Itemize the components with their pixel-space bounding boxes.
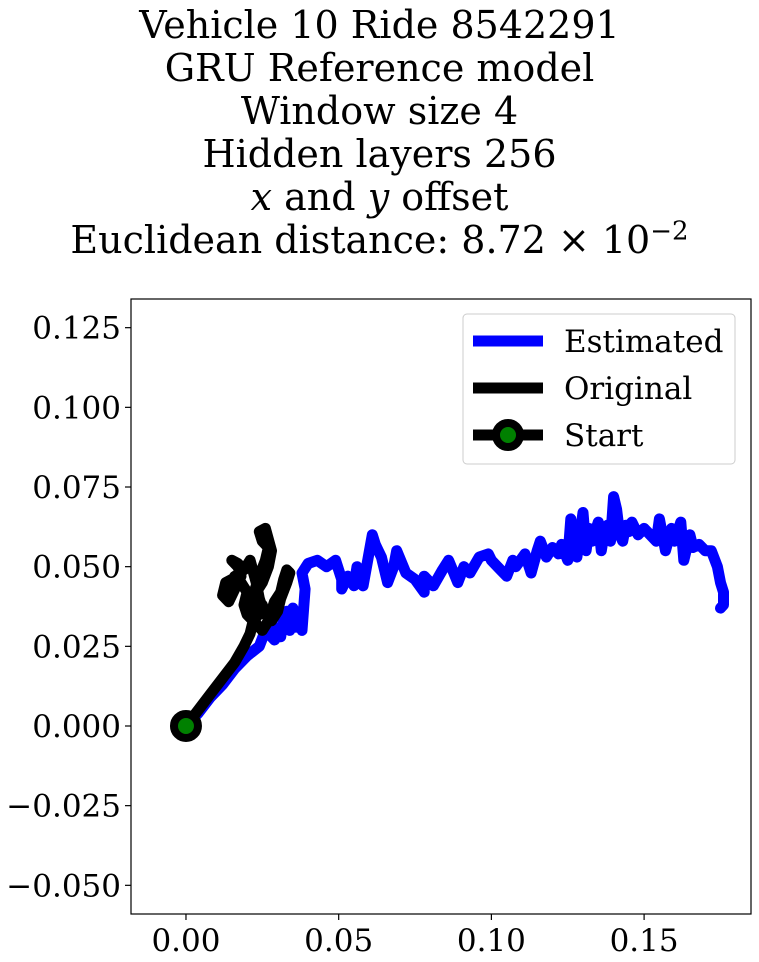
series-line-estimated bbox=[180, 491, 729, 732]
legend-label-start: Start bbox=[564, 418, 644, 454]
title-line-1: Vehicle 10 Ride 8542291 bbox=[139, 3, 620, 47]
title-x-var: x bbox=[250, 175, 273, 219]
series-line-original bbox=[180, 522, 296, 732]
x-tick-label: 0.00 bbox=[151, 923, 220, 959]
title-line-3: Window size 4 bbox=[240, 89, 519, 133]
y-tick-label: 0.100 bbox=[32, 390, 121, 426]
title-exponent: −2 bbox=[650, 216, 689, 247]
x-tick-label: 0.15 bbox=[610, 923, 679, 959]
title-offset: offset bbox=[389, 175, 509, 219]
title-line-5: x and y offset bbox=[0, 176, 759, 219]
title-and: and bbox=[272, 175, 368, 219]
chart-title: Vehicle 10 Ride 8542291 GRU Reference mo… bbox=[0, 4, 759, 262]
y-tick-label: 0.000 bbox=[32, 709, 121, 745]
y-tick-label: 0.025 bbox=[32, 629, 121, 665]
legend-label-estimated: Estimated bbox=[564, 324, 723, 360]
title-y-var: y bbox=[367, 175, 390, 219]
plot-frame bbox=[130, 298, 752, 915]
start-marker bbox=[169, 709, 202, 742]
title-distance: Euclidean distance: 8.72 × 10 bbox=[70, 218, 651, 262]
title-line-2: GRU Reference model bbox=[164, 46, 595, 90]
title-line-6: Euclidean distance: 8.72 × 10−2 bbox=[0, 216, 759, 262]
plot-lines bbox=[169, 491, 729, 742]
axis-ticks: 0.00 0.05 0.10 0.15 −0.050 −0.025 0.000 0.025 0.… bbox=[6, 311, 678, 959]
y-tick-label: 0.125 bbox=[32, 311, 121, 347]
legend-marker-start bbox=[492, 419, 524, 451]
y-tick-label: −0.050 bbox=[6, 868, 121, 904]
title-line-4: Hidden layers 256 bbox=[202, 132, 557, 176]
y-tick-label: 0.075 bbox=[32, 470, 121, 506]
legend: Estimated Original Start bbox=[462, 313, 736, 465]
y-tick-label: −0.025 bbox=[6, 789, 121, 825]
legend-box bbox=[462, 313, 736, 465]
x-tick-label: 0.05 bbox=[304, 923, 373, 959]
y-tick-label: 0.050 bbox=[32, 550, 121, 586]
legend-label-original: Original bbox=[564, 371, 692, 407]
x-tick-label: 0.10 bbox=[457, 923, 526, 959]
